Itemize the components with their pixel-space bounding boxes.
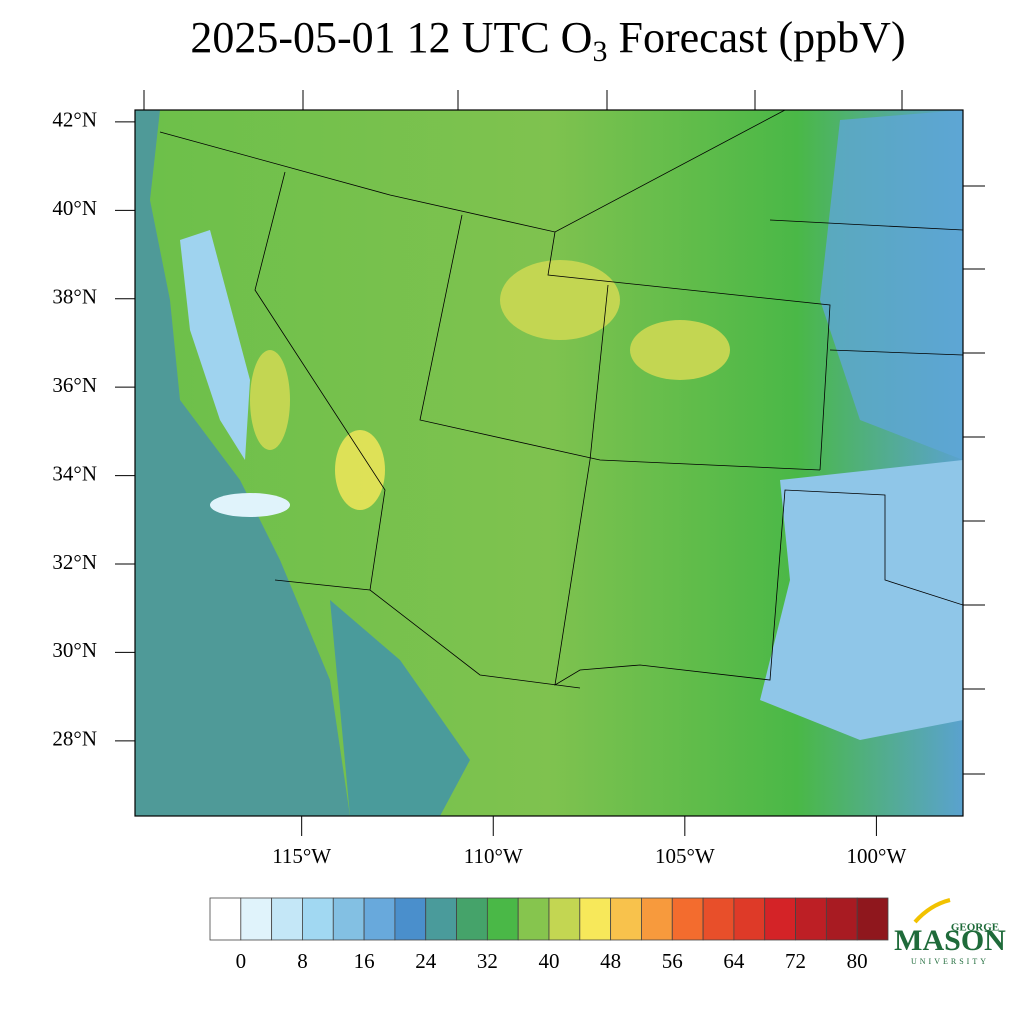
y-tick-label: 38°N <box>52 285 97 309</box>
y-tick-label: 40°N <box>52 196 97 220</box>
colorbar-box <box>209 897 242 941</box>
colorbar-box <box>456 897 488 941</box>
borders <box>159 110 963 689</box>
logo-main: MASON <box>894 924 1006 957</box>
colorbar-label: 32 <box>477 949 498 973</box>
x-tick-label: 100°W <box>847 844 907 868</box>
colorbar-box <box>795 897 827 941</box>
texas-low <box>760 460 963 740</box>
colorbar-label: 16 <box>354 949 375 973</box>
title-text-end: Forecast (ppbV) <box>607 13 905 62</box>
colorbar-label: 8 <box>297 949 308 973</box>
colorbar-box <box>517 897 550 941</box>
x-tick-label: 115°W <box>272 844 331 868</box>
y-tick-label: 28°N <box>52 727 97 751</box>
y-tick-label: 42°N <box>52 108 97 132</box>
colorbar-box <box>548 897 581 941</box>
colorbar-box <box>610 897 642 941</box>
ocean <box>135 110 350 816</box>
colorbar-label: 0 <box>236 949 247 973</box>
colorbar-box <box>425 897 457 941</box>
title-text: 2025-05-01 12 UTC O <box>190 13 592 62</box>
logo-bottom: UNIVERSITY <box>911 957 989 966</box>
map-frame <box>134 109 964 817</box>
title: 2025-05-01 12 UTC O3 Forecast (ppbV) <box>190 13 905 68</box>
colorbar-box <box>641 897 673 941</box>
colorbar-box <box>702 897 735 941</box>
high-patch <box>630 320 730 380</box>
colorbar-box <box>302 897 334 941</box>
high-patch <box>335 430 385 510</box>
colorbar-box <box>271 897 303 941</box>
colorbar-box <box>825 897 858 941</box>
colorbar-box <box>394 897 427 941</box>
y-tick-label: 36°N <box>52 373 97 397</box>
logo-top: GEORGE <box>951 922 999 934</box>
colorbar-box <box>332 897 365 941</box>
colorbar-box <box>764 897 796 941</box>
la-basin <box>210 493 290 517</box>
colorbar-box <box>486 897 519 941</box>
colorbar-label: 56 <box>662 949 683 973</box>
colorbar-label: 48 <box>600 949 621 973</box>
colorbar-box <box>733 897 766 941</box>
y-tick-label: 32°N <box>52 550 97 574</box>
colorbar-label: 80 <box>847 949 868 973</box>
colorbar-box <box>240 897 273 941</box>
x-tick-label: 110°W <box>464 844 523 868</box>
colorbar-box <box>579 897 612 941</box>
colorbar-label: 40 <box>539 949 560 973</box>
y-tick-label: 30°N <box>52 638 97 662</box>
logo: GEORGE MASON UNIVERSITY <box>894 898 1006 966</box>
frame-ticks <box>143 90 985 775</box>
y-tick-label: 34°N <box>52 461 97 485</box>
colorbar-box <box>856 897 889 941</box>
high-patch <box>500 260 620 340</box>
ozone-field <box>135 110 963 816</box>
gulf <box>330 600 470 816</box>
colorbar-label: 64 <box>723 949 745 973</box>
colorbar-box <box>671 897 704 941</box>
x-tick-label: 105°W <box>655 844 715 868</box>
title-subscript: 3 <box>592 35 607 68</box>
plains-low <box>820 110 963 460</box>
colorbar-label: 72 <box>785 949 806 973</box>
central-valley <box>180 230 250 460</box>
high-patch <box>250 350 290 450</box>
colorbar-box <box>363 897 396 941</box>
colorbar-label: 24 <box>415 949 437 973</box>
